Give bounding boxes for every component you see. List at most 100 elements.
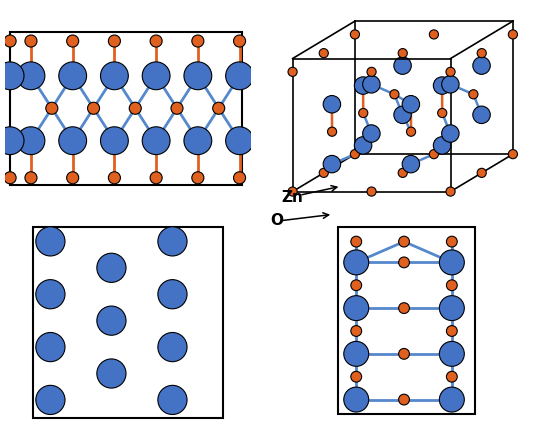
Ellipse shape [234,35,246,47]
Ellipse shape [394,106,411,123]
Ellipse shape [192,35,204,47]
Ellipse shape [150,172,162,184]
Bar [10,32,242,185]
Ellipse shape [108,172,121,184]
Ellipse shape [59,127,87,155]
Ellipse shape [17,62,45,90]
Ellipse shape [17,127,45,155]
Ellipse shape [344,296,369,320]
Ellipse shape [398,168,407,178]
Ellipse shape [429,149,438,159]
Ellipse shape [446,187,455,196]
Ellipse shape [344,250,369,275]
Ellipse shape [446,67,455,76]
Ellipse shape [399,349,410,359]
Ellipse shape [440,250,464,275]
Ellipse shape [399,394,410,405]
Ellipse shape [142,127,170,155]
Ellipse shape [367,67,376,76]
Ellipse shape [142,62,170,90]
Ellipse shape [508,149,518,159]
Ellipse shape [440,387,464,412]
Ellipse shape [319,48,328,58]
Ellipse shape [351,372,361,382]
Ellipse shape [100,62,128,90]
Ellipse shape [399,257,410,268]
Ellipse shape [288,187,297,196]
Ellipse shape [440,341,464,366]
Ellipse shape [97,253,126,282]
Ellipse shape [473,106,490,123]
Ellipse shape [406,127,416,136]
Ellipse shape [447,326,457,336]
Ellipse shape [59,62,87,90]
Ellipse shape [354,77,372,94]
Ellipse shape [447,280,457,291]
Ellipse shape [351,30,359,39]
Bar [337,227,474,414]
Ellipse shape [402,96,420,113]
Ellipse shape [171,102,183,114]
Ellipse shape [390,90,399,99]
Ellipse shape [477,168,486,178]
Ellipse shape [434,77,451,94]
Ellipse shape [67,172,79,184]
Ellipse shape [97,359,126,388]
Ellipse shape [108,35,121,47]
Ellipse shape [351,236,361,247]
Ellipse shape [192,172,204,184]
Ellipse shape [367,187,376,196]
Ellipse shape [351,149,359,159]
Ellipse shape [469,90,478,99]
Ellipse shape [363,76,380,93]
Ellipse shape [213,102,225,114]
Ellipse shape [225,62,253,90]
Ellipse shape [319,168,328,178]
Ellipse shape [184,62,212,90]
Text: Zn: Zn [281,190,303,204]
Ellipse shape [36,227,65,256]
Text: O: O [270,213,283,228]
Ellipse shape [328,127,337,136]
Ellipse shape [402,155,420,173]
Ellipse shape [234,172,246,184]
Ellipse shape [399,303,410,313]
Ellipse shape [442,125,459,142]
Ellipse shape [440,296,464,320]
Ellipse shape [473,57,490,74]
Ellipse shape [36,385,65,414]
Ellipse shape [0,127,24,155]
Ellipse shape [158,227,187,256]
Ellipse shape [97,306,126,335]
Ellipse shape [129,102,141,114]
Ellipse shape [323,96,341,113]
Ellipse shape [442,76,459,93]
Ellipse shape [87,102,99,114]
Ellipse shape [429,30,438,39]
Ellipse shape [359,108,368,118]
Ellipse shape [399,236,410,247]
Ellipse shape [438,108,447,118]
Ellipse shape [288,67,297,76]
Ellipse shape [344,387,369,412]
Ellipse shape [4,172,16,184]
Ellipse shape [477,48,486,58]
Ellipse shape [398,48,407,58]
Ellipse shape [447,372,457,382]
Ellipse shape [100,127,128,155]
Ellipse shape [351,326,361,336]
Ellipse shape [508,30,518,39]
Ellipse shape [434,137,451,154]
Ellipse shape [36,280,65,309]
Ellipse shape [158,333,187,362]
Ellipse shape [4,35,16,47]
Ellipse shape [225,127,253,155]
Ellipse shape [25,35,37,47]
Ellipse shape [447,236,457,247]
Ellipse shape [36,333,65,362]
Ellipse shape [158,280,187,309]
Ellipse shape [184,127,212,155]
Ellipse shape [354,137,372,154]
Ellipse shape [46,102,58,114]
Ellipse shape [150,35,162,47]
